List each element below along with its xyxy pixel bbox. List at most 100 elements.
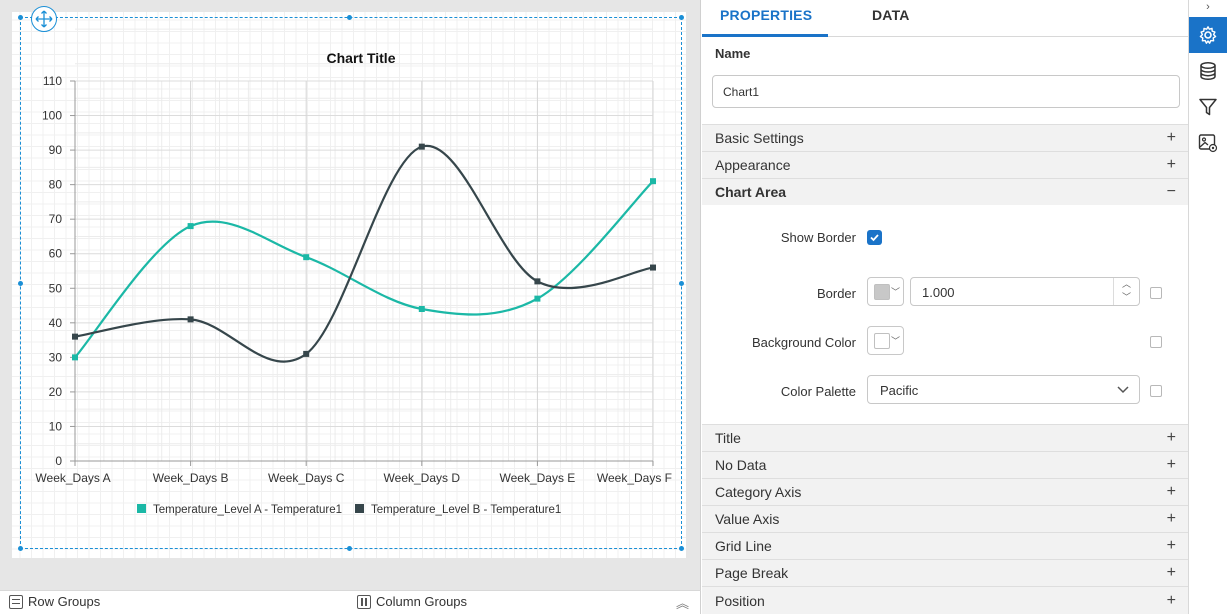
- chart-series: [72, 143, 656, 363]
- row-groups-button[interactable]: Row Groups: [9, 594, 100, 609]
- chart-legend: Temperature_Level A - Temperature1 Temper…: [137, 504, 561, 516]
- color-palette-select[interactable]: Pacific: [867, 375, 1140, 404]
- gear-icon[interactable]: [1189, 17, 1227, 53]
- section-title[interactable]: Title +: [702, 424, 1188, 451]
- resize-handle[interactable]: [679, 546, 684, 551]
- border-width-input[interactable]: 1.000 ︿ ﹀: [910, 277, 1140, 306]
- chevron-down-icon: ﹀: [890, 287, 900, 297]
- spin-up-icon[interactable]: ︿: [1121, 279, 1131, 289]
- data-point-marker[interactable]: [534, 295, 541, 302]
- y-tick-label: 20: [49, 385, 63, 399]
- resize-handle[interactable]: [18, 281, 23, 286]
- expand-plus-icon: +: [1166, 510, 1176, 527]
- y-tick-label: 90: [49, 143, 63, 157]
- data-point-marker[interactable]: [303, 254, 310, 261]
- border-label: Border: [816, 286, 856, 301]
- properties-panel: PROPERTIES DATA Name Basic Settings + Ap…: [702, 0, 1189, 614]
- background-extra-checkbox[interactable]: [1150, 336, 1162, 348]
- section-label: Page Break: [715, 565, 789, 581]
- data-point-marker[interactable]: [650, 178, 656, 185]
- double-chevron-up-icon[interactable]: ︽: [676, 596, 690, 611]
- data-point-marker[interactable]: [72, 333, 78, 340]
- chevron-down-icon: [1116, 382, 1130, 399]
- data-point-marker[interactable]: [303, 350, 310, 357]
- color-palette-value: Pacific: [880, 383, 919, 398]
- section-page-break[interactable]: Page Break +: [702, 559, 1188, 586]
- resize-handle[interactable]: [679, 281, 684, 286]
- section-no-data[interactable]: No Data +: [702, 451, 1188, 478]
- resize-handle[interactable]: [347, 15, 352, 20]
- y-tick-label: 50: [49, 281, 63, 295]
- chevron-down-icon: ﹀: [890, 336, 900, 346]
- section-label: Chart Area: [715, 184, 787, 200]
- expand-plus-icon: +: [1166, 591, 1176, 609]
- chart-report-item[interactable]: Chart Title 0 10 20 30 40 50 60 70 80 90 100 110 Wee…: [12, 12, 686, 558]
- image-settings-icon[interactable]: [1189, 125, 1227, 161]
- chevron-right-icon[interactable]: ›: [1206, 1, 1210, 13]
- section-chart-area[interactable]: Chart Area −: [702, 178, 1188, 205]
- resize-handle[interactable]: [679, 15, 684, 20]
- border-width-spinner: ︿ ﹀: [1113, 278, 1139, 305]
- data-point-marker[interactable]: [187, 316, 194, 323]
- move-arrows-icon[interactable]: [31, 6, 57, 32]
- section-appearance[interactable]: Appearance +: [702, 151, 1188, 178]
- active-tab-indicator: [702, 34, 828, 37]
- data-point-marker[interactable]: [72, 354, 78, 361]
- section-basic-settings[interactable]: Basic Settings +: [702, 124, 1188, 151]
- section-label: Title: [715, 430, 741, 446]
- design-surface: Chart Title 0 10 20 30 40 50 60 70 80 90 100 110 Wee…: [0, 0, 701, 590]
- color-palette-label: Color Palette: [780, 384, 856, 399]
- chart-svg: Chart Title 0 10 20 30 40 50 60 70 80 90 100 110 Wee…: [12, 12, 686, 558]
- palette-extra-checkbox[interactable]: [1150, 385, 1162, 397]
- x-tick-label: Week_Days A: [35, 471, 110, 485]
- data-point-marker[interactable]: [534, 278, 541, 285]
- data-point-marker[interactable]: [418, 306, 425, 312]
- legend-swatch[interactable]: [355, 504, 364, 513]
- legend-label[interactable]: Temperature_Level B - Temperature1: [371, 504, 561, 516]
- chart-axes: 0 10 20 30 40 50 60 70 80 90 100 110 Week_Days A Week…: [35, 74, 672, 485]
- y-tick-label: 30: [49, 350, 63, 364]
- background-color-picker[interactable]: ﹀: [867, 326, 904, 355]
- data-point-marker[interactable]: [187, 223, 194, 230]
- tab-properties[interactable]: PROPERTIES: [720, 7, 813, 23]
- chart-title[interactable]: Chart Title: [327, 50, 396, 66]
- resize-handle[interactable]: [347, 546, 352, 551]
- section-label: Position: [715, 592, 765, 609]
- image-settings-icon-glyph: [1198, 134, 1218, 153]
- tab-data[interactable]: DATA: [872, 7, 910, 23]
- legend-label[interactable]: Temperature_Level A - Temperature1: [153, 504, 342, 516]
- border-width-value: 1.000: [922, 285, 955, 300]
- section-label: Basic Settings: [715, 130, 804, 146]
- data-point-marker[interactable]: [418, 143, 425, 150]
- checkmark-icon: [870, 234, 879, 242]
- expand-plus-icon: +: [1166, 129, 1176, 146]
- section-category-axis[interactable]: Category Axis +: [702, 478, 1188, 505]
- spin-down-icon[interactable]: ﹀: [1121, 292, 1131, 302]
- database-icon[interactable]: [1189, 53, 1227, 89]
- border-extra-checkbox[interactable]: [1150, 287, 1162, 299]
- y-tick-label: 110: [43, 74, 62, 88]
- move-arrows-icon-glyph: [35, 10, 53, 28]
- row-groups-label: Row Groups: [28, 594, 101, 609]
- name-label: Name: [715, 46, 751, 61]
- y-tick-label: 60: [49, 247, 63, 261]
- column-groups-button[interactable]: Column Groups: [357, 594, 467, 609]
- x-tick-label: Week_Days B: [153, 471, 229, 485]
- section-value-axis[interactable]: Value Axis +: [702, 505, 1188, 532]
- y-tick-label: 40: [49, 316, 63, 330]
- name-input[interactable]: [712, 75, 1180, 108]
- data-point-marker[interactable]: [650, 264, 656, 271]
- resize-handle[interactable]: [18, 15, 23, 20]
- resize-handle[interactable]: [18, 546, 23, 551]
- legend-swatch[interactable]: [137, 504, 146, 513]
- show-border-label: Show Border: [780, 230, 856, 245]
- border-color-swatch: [874, 284, 890, 300]
- border-color-picker[interactable]: ﹀: [867, 277, 904, 306]
- section-label: Value Axis: [715, 511, 780, 527]
- section-grid-line[interactable]: Grid Line +: [702, 532, 1188, 559]
- show-border-checkbox[interactable]: [867, 230, 882, 245]
- section-position[interactable]: Position +: [702, 586, 1188, 614]
- y-tick-label: 80: [49, 178, 63, 192]
- filter-icon[interactable]: [1189, 89, 1227, 125]
- panel-tabs: PROPERTIES DATA: [702, 0, 1188, 37]
